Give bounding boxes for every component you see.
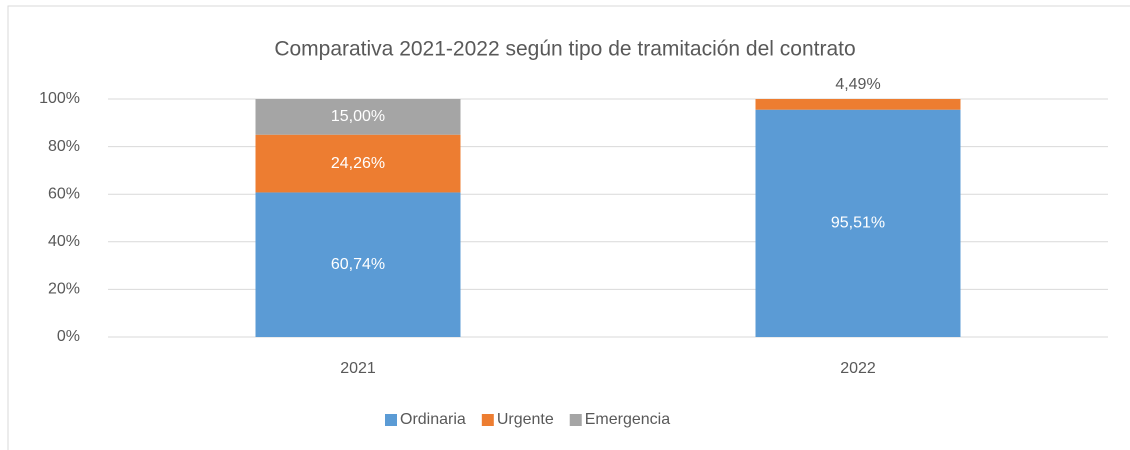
x-tick-label: 2021 [340, 360, 376, 377]
bar-segment [255, 192, 461, 337]
legend-label: Emergencia [585, 411, 670, 428]
y-tick-label: 20% [48, 281, 80, 298]
y-tick-label: 80% [48, 138, 80, 155]
y-tick-label: 0% [57, 328, 80, 345]
legend-label: Urgente [497, 411, 554, 428]
chart-frame [7, 5, 1130, 450]
data-label: 24,26% [331, 155, 385, 172]
y-tick-label: 40% [48, 233, 80, 250]
data-label: 60,74% [331, 256, 385, 273]
data-label: 4,49% [835, 76, 880, 93]
data-label: 95,51% [831, 215, 885, 232]
legend-swatch [385, 414, 397, 426]
legend-swatch [569, 414, 582, 426]
data-label: 15,00% [331, 108, 385, 125]
legend-label: Ordinaria [400, 411, 466, 428]
y-tick-label: 100% [39, 90, 80, 107]
x-tick-label: 2022 [840, 360, 876, 377]
bar-segment [255, 134, 461, 193]
bar-segment [755, 109, 961, 337]
bar-segment [255, 99, 461, 135]
chart-title: Comparativa 2021-2022 según tipo de tram… [274, 38, 855, 61]
bar-segment [755, 99, 961, 110]
y-tick-label: 60% [48, 185, 80, 202]
legend-swatch [481, 414, 494, 426]
